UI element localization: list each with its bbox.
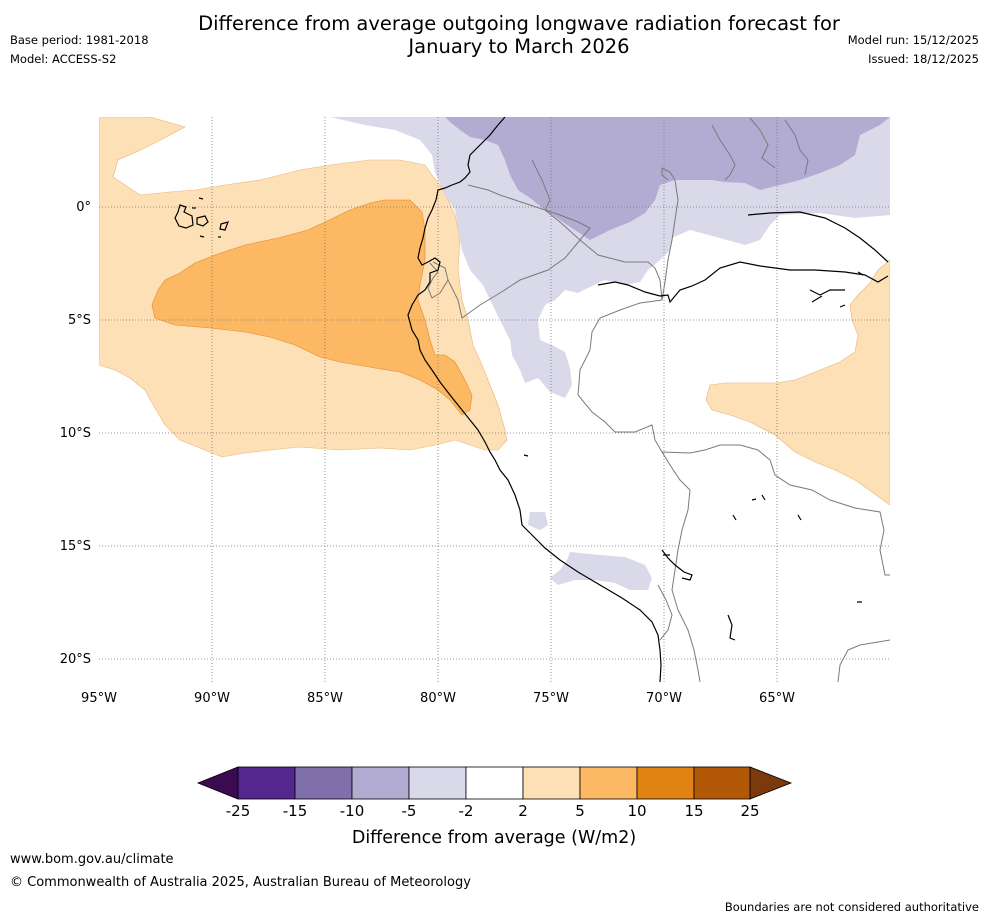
colorbar-tick-3: -10 xyxy=(340,802,365,820)
lon-tick-75w: 75°W xyxy=(533,691,569,706)
map-title-line2: January to March 2026 xyxy=(408,35,630,58)
issued-date: Issued: 18/12/2025 xyxy=(868,52,979,66)
lat-tick-15s: 15°S xyxy=(60,539,91,554)
colorbar-bin-2 xyxy=(294,766,353,800)
boundaries-disclaimer: Boundaries are not considered authoritat… xyxy=(724,900,979,914)
anomaly-region-pacific-orange xyxy=(151,199,473,416)
map-area xyxy=(99,117,890,682)
colorbar-bin-1 xyxy=(237,766,296,800)
colorbar-bin-6 xyxy=(522,766,581,800)
lat-tick-20s: 20°S xyxy=(60,652,91,667)
lon-tick-80w: 80°W xyxy=(420,691,456,706)
website-link[interactable]: www.bom.gov.au/climate xyxy=(10,852,174,867)
colorbar-tick-10: 25 xyxy=(740,802,759,820)
map-title-line1: Difference from average outgoing longwav… xyxy=(198,12,840,35)
base-period: Base period: 1981-2018 xyxy=(10,33,149,47)
colorbar-bin-4 xyxy=(408,766,467,800)
colorbar-bin-5 xyxy=(465,766,524,800)
lon-tick-90w: 90°W xyxy=(194,691,230,706)
colorbar-tick-9: 15 xyxy=(684,802,703,820)
anomaly-region-amazon-purple xyxy=(445,117,890,240)
colorbar-bin-8 xyxy=(636,766,695,800)
colorbar-over-arrow xyxy=(749,766,793,800)
longitude-ticks: 95°W 90°W 85°W 80°W 75°W 70°W 65°W xyxy=(81,691,795,706)
colorbar-tick-7: 5 xyxy=(575,802,585,820)
model-run: Model run: 15/12/2025 xyxy=(847,33,979,47)
anomaly-region-amazon-light-purple xyxy=(330,117,890,398)
colorbar-tick-5: -2 xyxy=(459,802,474,820)
colorbar: -25 -15 -10 -5 -2 2 5 10 15 25 Differenc… xyxy=(196,766,793,848)
colorbar-bin-3 xyxy=(351,766,410,800)
colorbar-tick-1: -25 xyxy=(226,802,251,820)
anomaly-region-brazil-light-orange xyxy=(705,259,890,506)
colorbar-xlabel: Difference from average (W/m2) xyxy=(352,828,636,848)
colorbar-tick-8: 10 xyxy=(627,802,646,820)
latitude-ticks: 0° 5°S 10°S 15°S 20°S xyxy=(60,200,91,667)
lon-tick-95w: 95°W xyxy=(81,691,117,706)
islands xyxy=(174,197,864,641)
copyright-notice: © Commonwealth of Australia 2025, Austra… xyxy=(10,875,471,890)
lon-tick-70w: 70°W xyxy=(646,691,682,706)
coastlines xyxy=(407,117,889,682)
colorbar-tick-6: 2 xyxy=(518,802,528,820)
map-title: Difference from average outgoing longwav… xyxy=(0,12,988,58)
anomaly-region-coast-light-purple xyxy=(528,512,548,530)
graticule xyxy=(99,117,890,682)
colorbar-under-arrow xyxy=(196,766,239,800)
lat-tick-0: 0° xyxy=(76,200,91,215)
colorbar-tick-4: -5 xyxy=(402,802,417,820)
lat-tick-10s: 10°S xyxy=(60,426,91,441)
lon-tick-65w: 65°W xyxy=(759,691,795,706)
colorbar-bin-9 xyxy=(693,766,751,800)
colorbar-bin-7 xyxy=(579,766,638,800)
anomaly-region-peru-light-purple xyxy=(550,552,652,590)
colorbar-tick-2: -15 xyxy=(283,802,308,820)
lat-tick-5s: 5°S xyxy=(68,313,91,328)
lon-tick-85w: 85°W xyxy=(307,691,343,706)
country-borders xyxy=(427,117,890,682)
model-name: Model: ACCESS-S2 xyxy=(10,52,117,66)
